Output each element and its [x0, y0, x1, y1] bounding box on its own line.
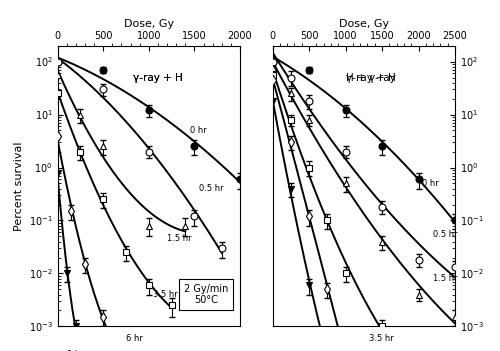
- Text: 0.5 hr: 0.5 hr: [199, 184, 224, 193]
- Text: 0.5 hr: 0.5 hr: [433, 230, 458, 239]
- Text: 0 hr: 0 hr: [422, 179, 439, 188]
- Text: 6 hr: 6 hr: [126, 334, 143, 343]
- Text: 0 hr: 0 hr: [190, 126, 206, 135]
- Text: γ-ray + H: γ-ray + H: [346, 73, 396, 83]
- Text: 9 hr: 9 hr: [66, 350, 84, 351]
- Text: γ-ray + H: γ-ray + H: [133, 73, 183, 83]
- Text: 1.5 hr: 1.5 hr: [433, 274, 458, 283]
- Text: γ-ray + H: γ-ray + H: [133, 73, 183, 83]
- X-axis label: Dose, Gy: Dose, Gy: [338, 19, 389, 28]
- Y-axis label: Percent survival: Percent survival: [14, 141, 24, 231]
- Text: 3.5 hr: 3.5 hr: [154, 290, 178, 299]
- Text: 2 Gy/min
50°C: 2 Gy/min 50°C: [184, 284, 228, 305]
- Text: 1.5 hr: 1.5 hr: [167, 234, 192, 243]
- Text: H + γ-ray: H + γ-ray: [346, 73, 396, 83]
- X-axis label: Dose, Gy: Dose, Gy: [124, 19, 174, 28]
- Text: 3.5 hr: 3.5 hr: [369, 334, 394, 343]
